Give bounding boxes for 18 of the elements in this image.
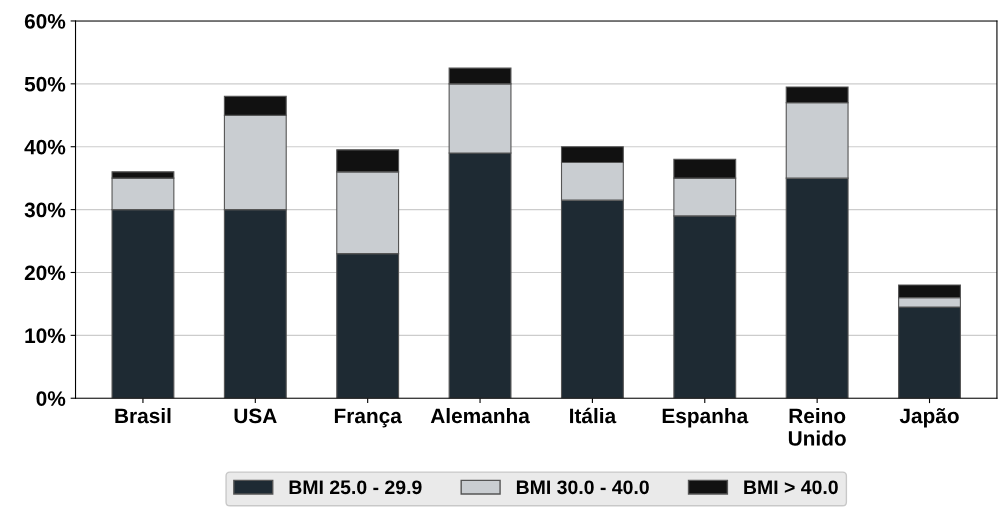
legend-label: BMI 30.0 - 40.0 (516, 480, 649, 495)
y-tick-label: 10% (25, 328, 66, 344)
x-tick-label: Alemanha (430, 407, 530, 424)
x-tick-label: Japão (899, 408, 959, 428)
y-tick-label: 50% (24, 76, 66, 92)
x-tick-label: USA (234, 408, 277, 424)
y-tick-label: 0% (36, 391, 66, 406)
y-tick-label: 20% (24, 265, 66, 281)
x-tick-label: Espanha (662, 407, 749, 428)
x-tick-label: Reino Unido (788, 407, 846, 446)
x-tick-label: Brasil (115, 407, 171, 424)
y-tick-label: 30% (24, 202, 66, 218)
y-tick-label: 60% (24, 13, 66, 29)
x-tick-label: Itália (570, 407, 617, 424)
legend-label: BMI > 40.0 (744, 480, 838, 495)
y-tick-label: 40% (24, 139, 66, 155)
legend-label: BMI 25.0 - 29.9 (289, 480, 422, 495)
x-tick-label: França (334, 408, 402, 428)
